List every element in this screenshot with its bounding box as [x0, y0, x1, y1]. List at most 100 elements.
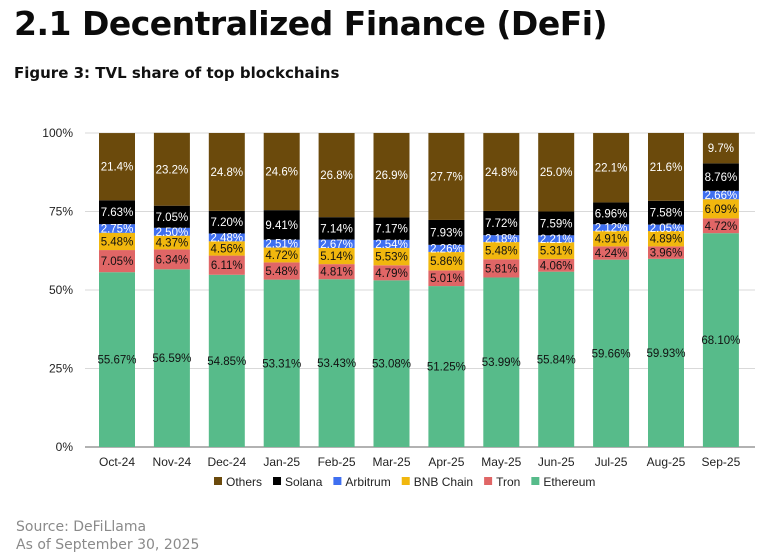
x-tick-label: Mar-25: [372, 455, 410, 469]
data-labels: 55.67%7.05%5.48%2.75%7.63%21.4%56.59%6.3…: [97, 143, 740, 373]
data-label: 5.48%: [485, 246, 518, 258]
data-label: 27.7%: [430, 171, 463, 183]
bar-segment-arbitrum: [153, 227, 190, 236]
data-label: 59.93%: [646, 348, 685, 360]
data-label: 2.48%: [210, 232, 243, 244]
data-label: 4.81%: [320, 267, 353, 279]
bar-segment-bnb-chain: [648, 231, 684, 247]
data-label: 24.8%: [485, 167, 518, 179]
bar-segment-solana: [263, 210, 300, 240]
bar-segment-tron: [318, 264, 355, 280]
data-label: 22.1%: [595, 163, 628, 175]
data-label: 24.6%: [265, 167, 298, 179]
data-label: 4.06%: [540, 260, 573, 272]
bar-segment-bnb-chain: [428, 251, 465, 271]
data-label: 7.14%: [320, 223, 353, 235]
data-label: 6.34%: [156, 254, 189, 266]
data-label: 56.59%: [152, 353, 191, 365]
data-label: 2.05%: [650, 223, 683, 235]
legend-item: Others: [214, 475, 262, 489]
data-label: 2.67%: [320, 239, 353, 251]
bars: [99, 132, 739, 447]
data-label: 53.08%: [372, 359, 411, 371]
legend-label: Ethereum: [543, 475, 595, 489]
legend-item: Solana: [273, 475, 323, 489]
bar-segment-tron: [99, 250, 135, 273]
x-tick-label: May-25: [481, 455, 521, 469]
bar-segment-others: [318, 133, 355, 218]
data-label: 6.09%: [705, 204, 738, 216]
bar-segment-others: [648, 132, 684, 201]
data-label: 4.91%: [595, 234, 628, 246]
data-label: 4.72%: [265, 250, 298, 262]
y-tick-label: 100%: [42, 126, 73, 140]
data-label: 25.0%: [540, 167, 573, 179]
x-tick-label: Jan-25: [263, 455, 300, 469]
bar-segment-tron: [208, 255, 245, 275]
data-label: 5.48%: [101, 236, 134, 248]
bar-segment-arbitrum: [99, 224, 135, 233]
data-label: 4.89%: [650, 234, 683, 246]
bar-segment-solana: [208, 210, 245, 234]
bar-segment-arbitrum: [483, 235, 520, 243]
data-label: 2.26%: [430, 243, 463, 255]
bar-segment-ethereum: [318, 279, 355, 447]
data-label: 5.14%: [320, 251, 353, 263]
bar-segment-ethereum: [99, 272, 135, 447]
data-label: 51.25%: [427, 362, 466, 374]
x-tick-label: Feb-25: [318, 455, 356, 469]
data-label: 26.9%: [375, 170, 408, 182]
bar-segment-others: [538, 132, 575, 212]
bar-segment-tron: [593, 246, 630, 260]
data-label: 53.31%: [262, 358, 301, 370]
y-tick-label: 75%: [49, 205, 73, 219]
legend-swatch: [333, 477, 342, 485]
legend-label: Tron: [496, 475, 520, 489]
bar-segment-tron: [538, 258, 575, 272]
bar-segment-ethereum: [428, 286, 465, 447]
data-label: 4.72%: [705, 221, 738, 233]
bar-segment-bnb-chain: [702, 199, 739, 219]
bar-segment-arbitrum: [648, 224, 684, 232]
bar-segment-solana: [702, 163, 739, 191]
data-label: 4.56%: [210, 243, 243, 255]
bar-segment-arbitrum: [428, 244, 465, 252]
legend-item: Tron: [484, 475, 520, 489]
legend-label: Solana: [285, 475, 323, 489]
bar-segment-tron: [702, 218, 739, 234]
bar-segment-solana: [648, 200, 684, 225]
legend-item: BNB Chain: [401, 475, 473, 489]
data-label: 26.8%: [320, 170, 353, 182]
bar-segment-ethereum: [263, 279, 300, 447]
x-tick-label: Aug-25: [647, 455, 686, 469]
data-label: 5.48%: [265, 266, 298, 278]
data-label: 5.86%: [430, 256, 463, 268]
bar-segment-others: [593, 133, 630, 203]
data-label: 7.58%: [650, 208, 683, 220]
data-label: 68.10%: [701, 335, 740, 347]
bar-segment-arbitrum: [263, 239, 300, 248]
x-tick-label: Oct-24: [99, 455, 135, 469]
data-label: 5.01%: [430, 273, 463, 285]
bar-segment-tron: [483, 259, 520, 278]
bar-segment-arbitrum: [702, 190, 739, 200]
data-label: 5.31%: [540, 246, 573, 258]
bar-segment-bnb-chain: [208, 241, 245, 256]
bar-segment-ethereum: [648, 258, 684, 447]
legend-label: Arbitrum: [345, 475, 390, 489]
figure-title: Figure 3: TVL share of top blockchains: [14, 64, 340, 82]
bar-segment-tron: [648, 246, 684, 259]
data-label: 7.05%: [156, 212, 189, 224]
legend-label: Others: [226, 475, 262, 489]
bar-segment-ethereum: [538, 271, 575, 447]
bar-segment-solana: [373, 217, 410, 240]
data-label: 23.2%: [156, 164, 189, 176]
bar-segment-ethereum: [208, 274, 245, 447]
bar-segment-bnb-chain: [373, 247, 410, 266]
bar-segment-arbitrum: [208, 233, 245, 242]
bar-segment-ethereum: [593, 259, 630, 447]
data-label: 5.53%: [375, 252, 408, 264]
bar-segment-bnb-chain: [263, 247, 300, 263]
data-label: 2.54%: [375, 239, 408, 251]
bar-segment-bnb-chain: [99, 232, 135, 251]
